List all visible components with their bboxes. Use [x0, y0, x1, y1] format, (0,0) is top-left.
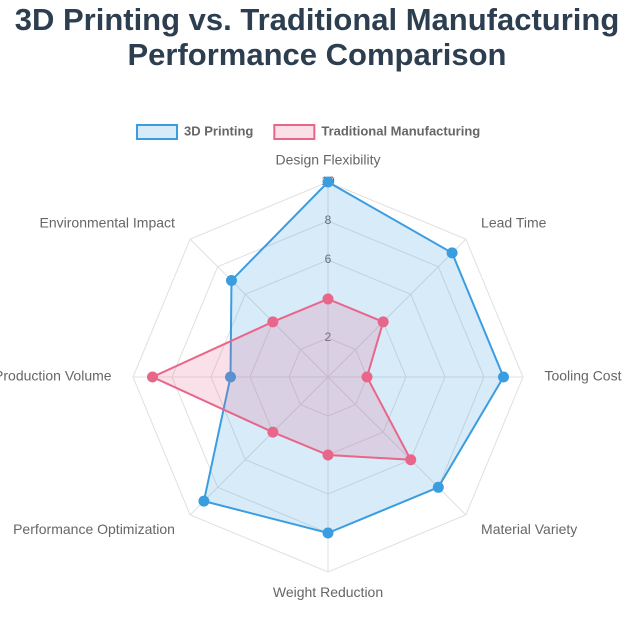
radar-point: [198, 495, 210, 507]
radar-point: [322, 293, 334, 305]
radar-point: [225, 274, 237, 286]
radar-point: [225, 371, 236, 383]
legend-label: 3D Printing: [184, 123, 253, 138]
axis-label: Production Volume: [0, 368, 112, 384]
axis-label: Performance Optimization: [13, 521, 175, 537]
axis-label: Environmental Impact: [40, 215, 176, 231]
spoke: [327, 238, 467, 378]
radar-point: [498, 371, 509, 383]
radar-point: [322, 176, 334, 188]
radar-point: [322, 449, 334, 461]
radar-point: [405, 454, 417, 466]
radar-point: [267, 316, 279, 328]
radar-point: [267, 426, 279, 438]
axis-label: Tooling Cost: [544, 368, 621, 384]
chart-title: Performance Comparison: [128, 37, 507, 72]
axis-label: Weight Reduction: [273, 584, 383, 600]
r-tick-label: 6: [325, 252, 332, 266]
radar-point: [147, 371, 158, 383]
radar-point: [322, 527, 334, 539]
r-tick-label: 8: [325, 213, 332, 227]
spoke: [327, 376, 467, 516]
legend-swatch: [273, 124, 316, 140]
radar-point: [377, 316, 389, 328]
radar-point: [446, 247, 458, 259]
axis-label: Design Flexibility: [275, 151, 380, 167]
radar-point: [361, 371, 373, 383]
r-tick-label: 2: [325, 330, 332, 344]
chart-title: 3D Printing vs. Traditional Manufacturin…: [15, 2, 620, 37]
axis-label: Material Variety: [481, 521, 577, 537]
spoke: [189, 238, 329, 378]
legend-swatch: [136, 124, 178, 140]
radar-point: [432, 481, 444, 493]
spoke: [189, 376, 329, 516]
axis-label: Lead Time: [481, 215, 547, 231]
legend-label: Traditional Manufacturing: [321, 123, 480, 138]
